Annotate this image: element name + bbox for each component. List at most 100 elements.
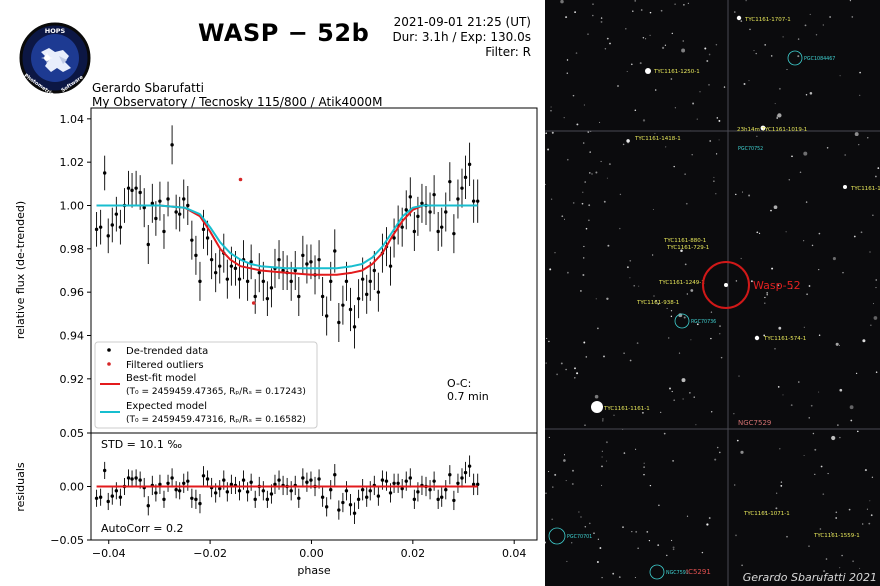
star [638, 285, 640, 287]
star [581, 202, 584, 205]
star [634, 109, 637, 111]
residual-point [174, 488, 178, 492]
page-title: WASP − 52b [198, 19, 370, 47]
star [583, 104, 585, 106]
residual-point [476, 482, 480, 487]
star [685, 202, 688, 205]
star [560, 362, 563, 365]
observation-date: 2021-09-01 21:25 (UT) [393, 15, 531, 29]
star [877, 167, 880, 169]
data-point [229, 264, 234, 268]
star [591, 14, 594, 17]
star [554, 473, 557, 476]
residual-point [194, 497, 198, 502]
data-point [352, 325, 357, 329]
star [692, 321, 695, 323]
main-y-tick-label: 0.96 [60, 286, 85, 299]
star [774, 347, 776, 350]
star [839, 388, 843, 392]
star [710, 411, 713, 413]
residual-point [344, 489, 349, 493]
star [691, 153, 693, 156]
star [608, 163, 611, 166]
star [779, 448, 781, 450]
data-point [471, 199, 476, 203]
star [803, 454, 805, 457]
star [686, 515, 689, 517]
star [665, 146, 667, 148]
data-point [154, 216, 158, 221]
star [734, 484, 736, 486]
legend-outlier-marker [107, 362, 111, 366]
data-point [440, 225, 444, 229]
data-point [388, 264, 393, 268]
star [860, 231, 863, 234]
star [601, 456, 603, 458]
catalog-star-label: TYC1161-1250-1 [653, 69, 700, 75]
residual-point [471, 482, 476, 487]
star [594, 394, 599, 399]
residual-point [218, 486, 222, 491]
residual-point [448, 473, 452, 477]
star [763, 334, 766, 337]
star [835, 511, 838, 514]
observer-setup: My Observatory / Tecnosky 115/800 / Atik… [92, 95, 383, 109]
star [872, 214, 874, 216]
star [850, 419, 853, 422]
residual-point [380, 478, 385, 482]
star [546, 337, 548, 339]
star [818, 268, 820, 271]
data-point [392, 236, 396, 240]
star [748, 194, 751, 197]
star [599, 547, 602, 549]
star [658, 504, 660, 507]
legend-detrended-label: De-trended data [126, 346, 208, 357]
star [766, 294, 768, 296]
star [655, 300, 657, 302]
star [808, 285, 811, 287]
star [776, 492, 778, 494]
data-point [297, 294, 301, 299]
galaxy-label: NGC7591 [666, 570, 689, 576]
star [623, 352, 625, 355]
star [748, 80, 750, 82]
star [550, 110, 552, 112]
star [548, 340, 550, 343]
star [575, 52, 578, 54]
star [660, 411, 662, 413]
star [642, 119, 646, 122]
star [629, 359, 632, 362]
residual-point [265, 497, 270, 502]
star [831, 435, 836, 441]
star [696, 323, 699, 326]
star [756, 231, 759, 234]
star [642, 36, 645, 39]
data-point [126, 186, 131, 190]
star [571, 542, 573, 544]
star [600, 20, 603, 23]
residual-point [94, 496, 99, 500]
star [740, 450, 744, 454]
residual-point [348, 502, 353, 507]
star [805, 201, 808, 203]
residual-point [154, 491, 158, 495]
star [822, 24, 824, 26]
catalog-star-label: TYC1161-1707-1 [744, 17, 791, 23]
legend-expected-params: (T₀ = 2459459.47316, Rₚ/Rₛ = 0.16582) [126, 415, 306, 425]
star [585, 356, 588, 358]
star [602, 418, 604, 420]
star [643, 462, 645, 464]
catalog-star-label: TYC1161-938-1 [636, 300, 679, 306]
residual-point [222, 478, 226, 482]
star [605, 460, 608, 462]
residual-point [396, 481, 400, 485]
star [719, 325, 721, 327]
star [690, 289, 694, 292]
residual-point [170, 476, 174, 480]
star [606, 37, 609, 40]
data-point [463, 175, 468, 180]
residual-point [289, 489, 293, 493]
star [654, 89, 657, 91]
star [710, 337, 712, 340]
residual-plot: −0.05 0.00 0.05 −0.04 −0.02 0.00 0.02 0.04 [50, 427, 538, 560]
